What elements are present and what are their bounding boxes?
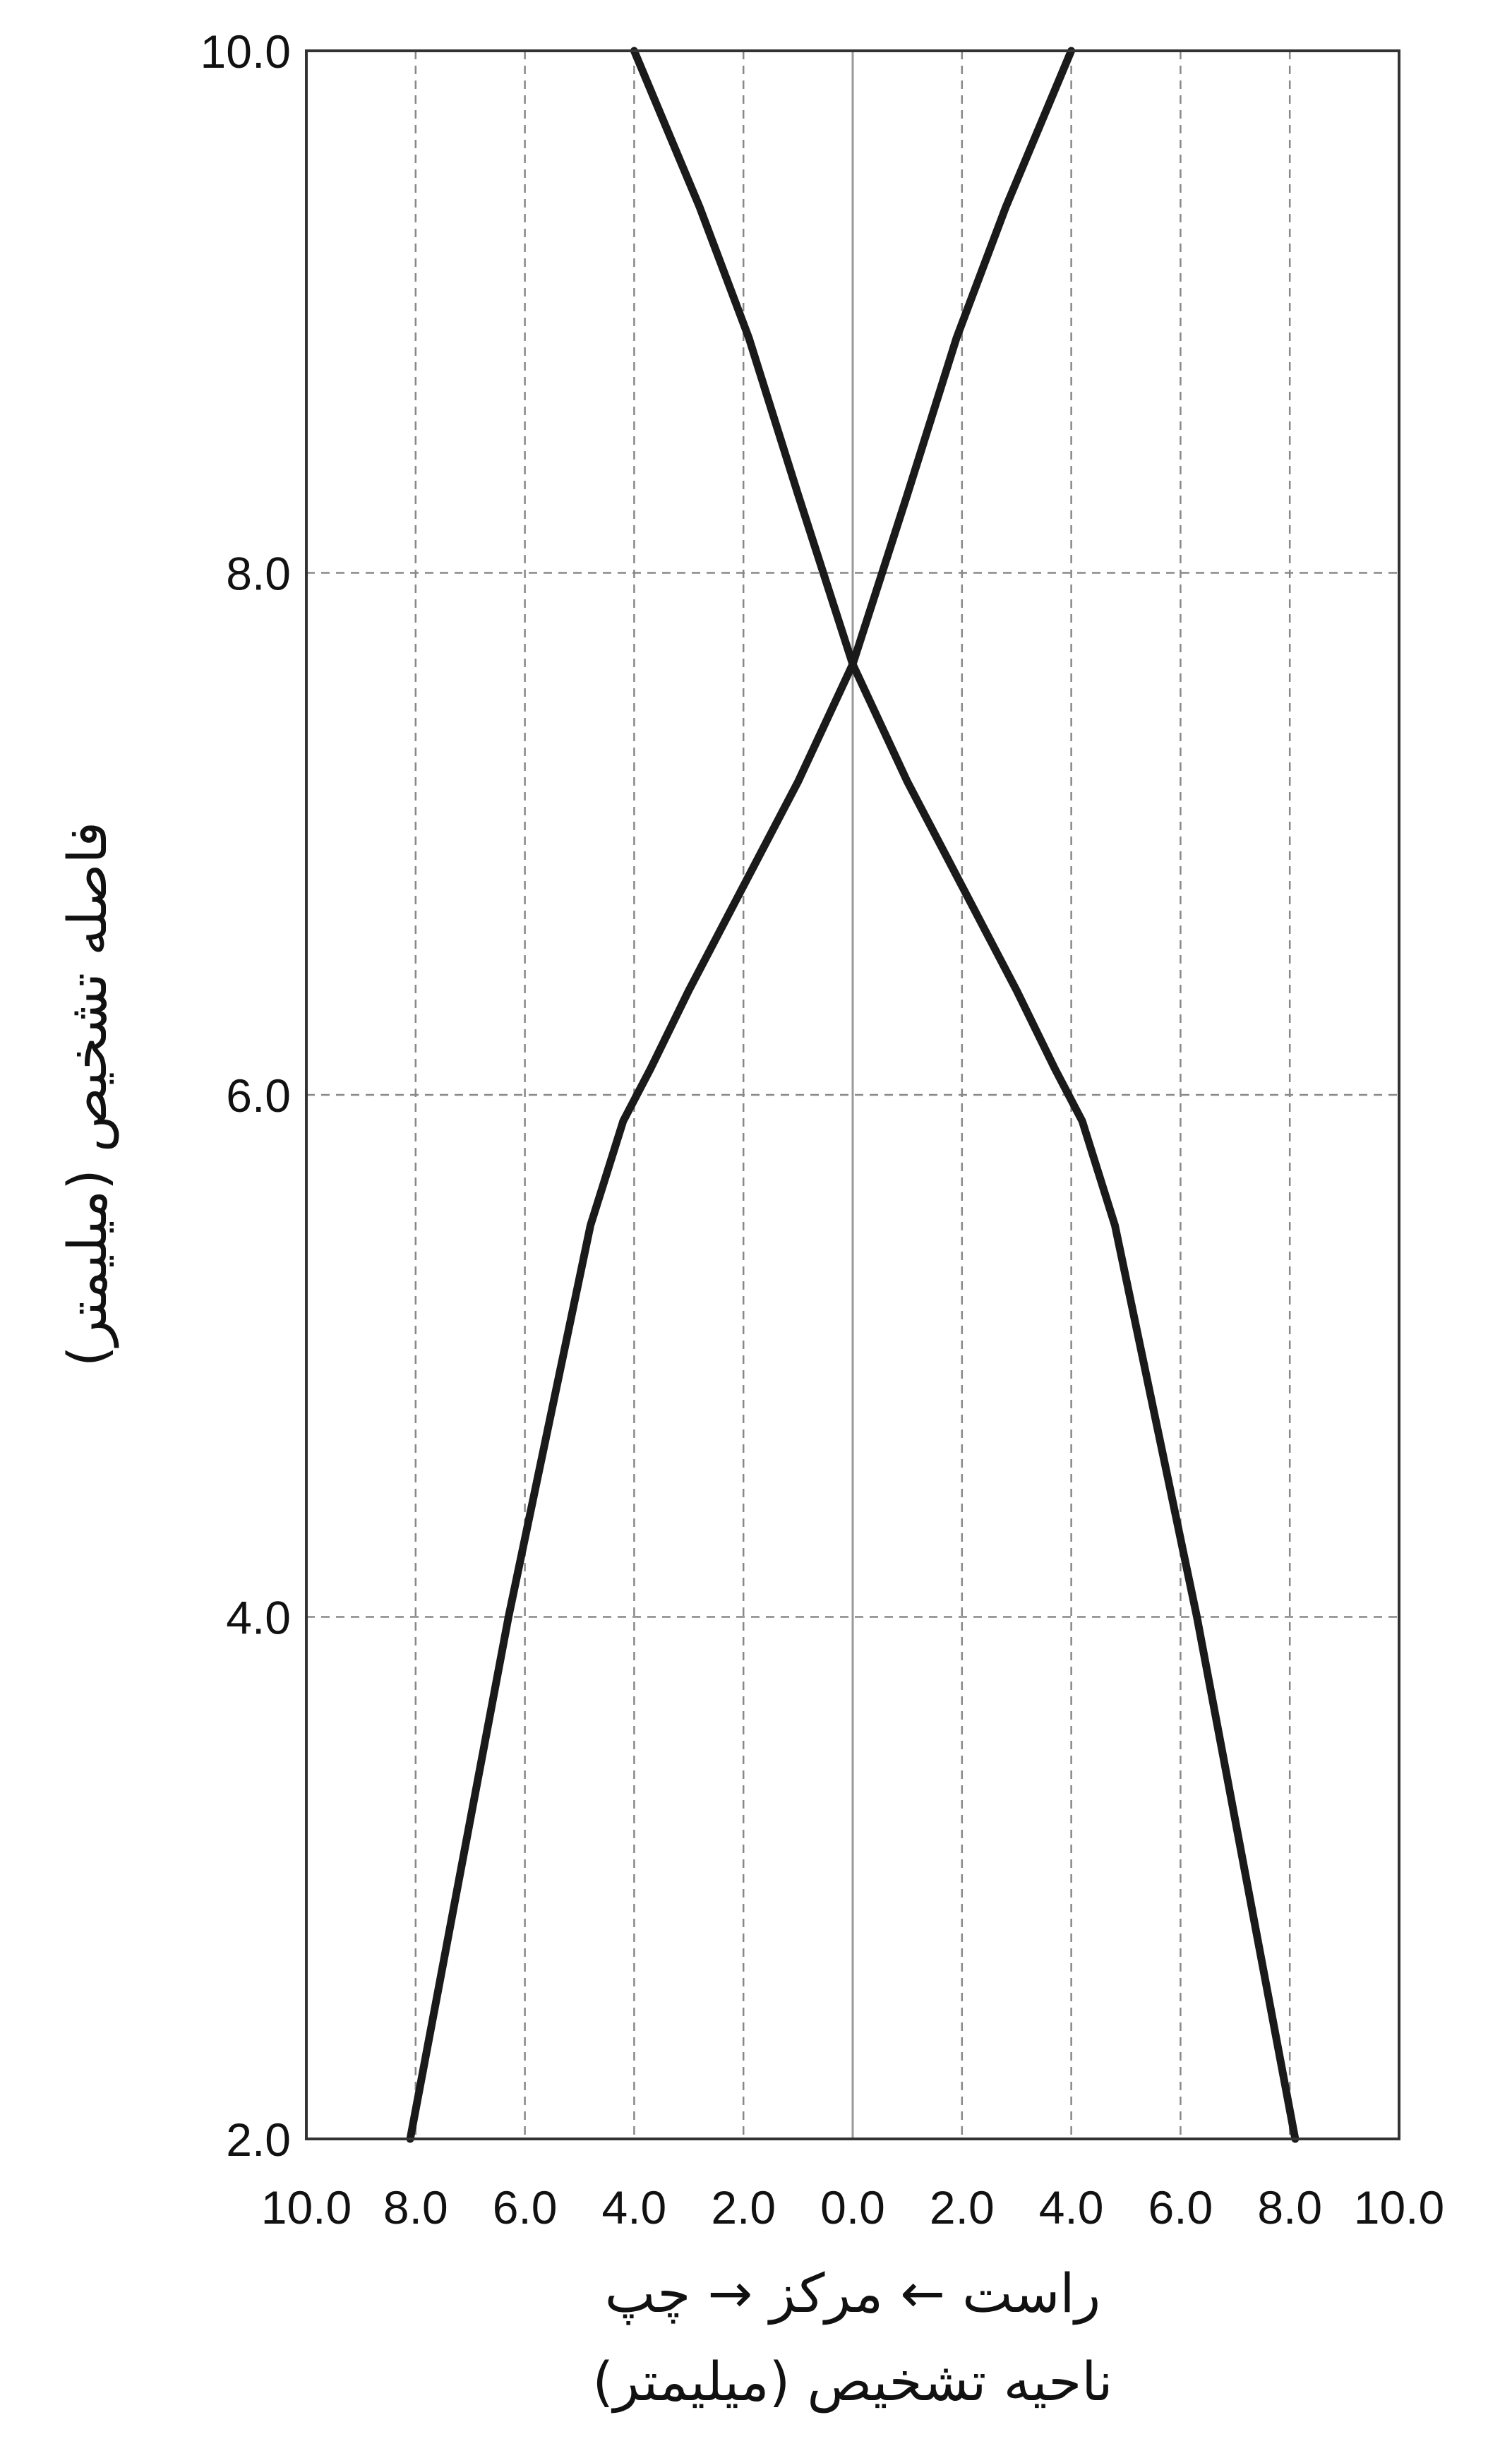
y-tick-label: 10.0 (200, 25, 291, 78)
x-tick-label: 0.0 (820, 2181, 885, 2234)
x-tick-label: 2.0 (711, 2181, 776, 2234)
y-tick-label: 2.0 (226, 2114, 291, 2166)
x-tick-label: 10.0 (261, 2181, 352, 2234)
y-tick-label: 8.0 (226, 548, 291, 600)
y-tick-labels: 2.0 4.0 6.0 8.0 10.0 (200, 25, 291, 2166)
x-tick-label: 8.0 (1257, 2181, 1322, 2234)
x-tick-label: 10.0 (1354, 2181, 1444, 2234)
x-axis-label-direction: راست ← مرکز → چپ (605, 2262, 1100, 2325)
plot-frame (305, 49, 1400, 2140)
x-axis-label: ناحیه تشخیص (میلیمتر) (592, 2350, 1112, 2414)
x-tick-label: 2.0 (930, 2181, 995, 2234)
x-tick-label: 4.0 (1039, 2181, 1104, 2234)
series-layer (406, 47, 1300, 2143)
x-tick-label: 8.0 (383, 2181, 448, 2234)
series-line-2 (630, 47, 1300, 2143)
x-tick-label: 4.0 (602, 2181, 667, 2234)
series-line-1 (406, 47, 1076, 2143)
x-tick-label: 6.0 (493, 2181, 558, 2234)
x-tick-label: 6.0 (1148, 2181, 1213, 2234)
y-tick-label: 4.0 (226, 1592, 291, 1644)
y-axis-label: فاصله تشخیص (میلیمتر) (56, 822, 119, 1367)
y-tick-label: 6.0 (226, 1069, 291, 1122)
x-tick-labels: 10.0 8.0 6.0 4.0 2.0 0.0 2.0 4.0 6.0 8.0 10.0 (261, 2181, 1444, 2234)
